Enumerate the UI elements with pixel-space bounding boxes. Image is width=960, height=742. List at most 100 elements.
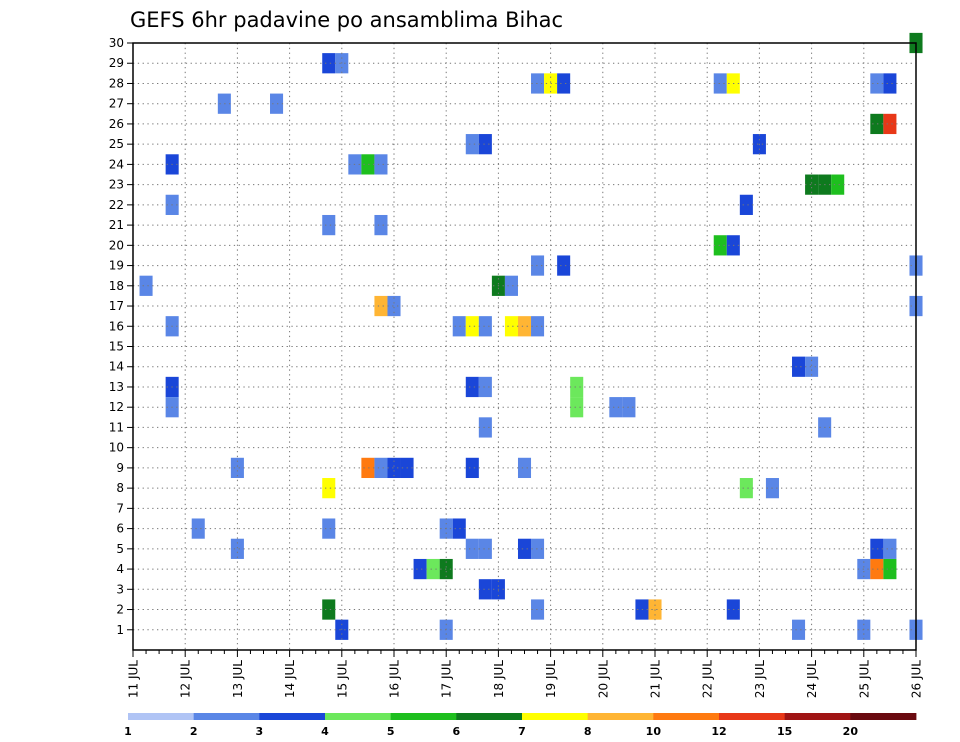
y-tick-label-9: 9 (116, 461, 124, 475)
y-tick-label-6: 6 (116, 522, 124, 536)
cell-85 (478, 579, 492, 600)
cell-21 (805, 174, 819, 195)
colorbar-label-10: 10 (646, 725, 662, 738)
cell-49 (465, 376, 479, 398)
y-tick-label-8: 8 (116, 481, 124, 495)
y-tick-label-22: 22 (109, 198, 124, 212)
cell-58 (230, 457, 244, 479)
cell-77 (870, 538, 884, 559)
cell-47 (805, 356, 819, 377)
x-tick-label-1: 12 JUL (179, 660, 193, 698)
x-tick-label-10: 21 JUL (649, 660, 663, 698)
cell-36 (374, 295, 388, 317)
x-axis: 11 JUL 12 JUL 13 JUL 14 JUL 15 JUL 16 JUL 17 J… (127, 650, 924, 698)
cell-64 (517, 457, 532, 479)
cell-42 (478, 316, 492, 337)
cell-46 (792, 356, 806, 377)
cell-3 (531, 73, 545, 94)
y-tick-label-21: 21 (109, 218, 124, 232)
cell-15 (478, 134, 492, 155)
y-tick-label-11: 11 (109, 420, 124, 434)
cell-76 (531, 538, 545, 559)
colorbar-label-15: 15 (777, 725, 792, 738)
x-tick-label-13: 24 JUL (805, 660, 819, 698)
colorbar-label-7: 7 (518, 725, 526, 738)
cell-73 (465, 538, 479, 559)
cell-11 (270, 93, 284, 114)
cell-74 (478, 538, 492, 559)
y-tick-label-3: 3 (116, 582, 124, 596)
colorbar-swatch-9 (719, 713, 786, 720)
x-tick-label-0: 11 JUL (127, 660, 141, 698)
cell-23 (831, 174, 845, 195)
cell-84 (883, 558, 897, 580)
colorbar-label-3: 3 (256, 725, 264, 738)
y-tick-label-13: 13 (109, 380, 124, 394)
x-tick-label-12: 23 JUL (753, 660, 767, 698)
grid-lines (132, 42, 917, 650)
cell-65 (322, 478, 336, 499)
colorbar-swatch-11 (850, 713, 917, 720)
cell-56 (478, 417, 492, 438)
cell-20 (374, 154, 388, 175)
cell-6 (713, 73, 727, 94)
colorbar-label-1: 1 (124, 725, 132, 738)
cell-55 (622, 397, 636, 418)
colorbar-swatch-2 (259, 713, 326, 720)
cell-12 (870, 113, 884, 135)
cell-45 (531, 316, 545, 337)
colorbar-label-4: 4 (321, 725, 329, 738)
cell-69 (322, 518, 336, 539)
colorbar-swatch-3 (325, 713, 392, 720)
cell-88 (531, 599, 545, 620)
cell-83 (870, 558, 884, 580)
x-tick-label-8: 19 JUL (544, 660, 558, 698)
y-tick-label-23: 23 (109, 178, 124, 192)
y-tick-label-7: 7 (116, 501, 124, 515)
colorbar-swatch-6 (522, 713, 589, 720)
cell-54 (609, 397, 623, 418)
x-tick-label-7: 18 JUL (492, 660, 506, 698)
x-tick-label-2: 13 JUL (231, 660, 245, 698)
cell-61 (387, 457, 401, 479)
cell-72 (230, 538, 244, 559)
cell-33 (139, 275, 153, 296)
y-tick-label-18: 18 (109, 279, 124, 293)
y-tick-label-27: 27 (109, 97, 124, 111)
cell-8 (870, 73, 884, 94)
cell-87 (322, 599, 336, 620)
cell-9 (883, 73, 897, 94)
cell-30 (531, 255, 545, 276)
cell-4 (544, 73, 558, 94)
colorbar-swatch-5 (456, 713, 523, 720)
y-tick-label-5: 5 (116, 542, 124, 556)
cell-78 (883, 538, 897, 559)
colorbar-label-8: 8 (584, 725, 592, 738)
x-tick-label-11: 22 JUL (701, 660, 715, 698)
x-tick-label-5: 16 JUL (388, 660, 402, 698)
cell-43 (504, 316, 518, 337)
y-tick-label-2: 2 (116, 603, 124, 617)
y-tick-label-15: 15 (109, 340, 124, 354)
cell-37 (387, 295, 401, 317)
cell-94 (792, 619, 806, 640)
colorbar-swatch-8 (653, 713, 720, 720)
y-tick-label-19: 19 (109, 259, 124, 273)
cell-35 (504, 275, 518, 296)
colorbar-label-12: 12 (711, 725, 726, 738)
cell-75 (517, 538, 532, 559)
y-tick-label-1: 1 (116, 623, 124, 637)
y-tick-label-29: 29 (109, 56, 124, 70)
y-tick-label-20: 20 (109, 238, 124, 252)
cell-13 (883, 113, 897, 135)
cell-1 (322, 53, 336, 74)
cell-50 (478, 376, 492, 398)
cell-79 (413, 558, 427, 580)
x-tick-label-9: 20 JUL (596, 660, 610, 698)
x-tick-label-14: 25 JUL (857, 660, 871, 698)
y-tick-label-28: 28 (109, 76, 124, 90)
colorbar-label-20: 20 (843, 725, 859, 738)
colorbar-swatch-4 (390, 713, 457, 720)
y-tick-label-10: 10 (109, 441, 124, 455)
